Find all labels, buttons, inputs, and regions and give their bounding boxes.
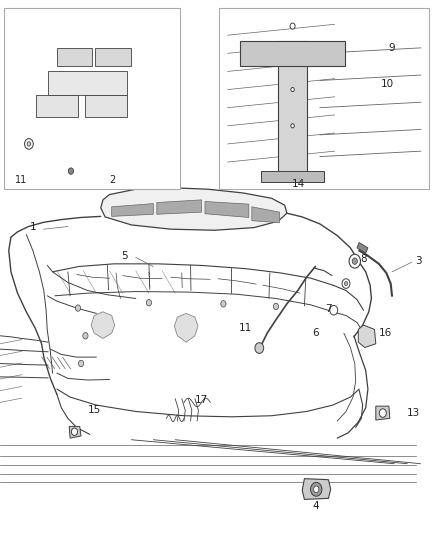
Polygon shape [101,188,287,230]
Circle shape [349,254,360,268]
Circle shape [273,303,279,310]
Text: 5: 5 [121,251,128,261]
Text: 3: 3 [415,256,422,266]
Circle shape [27,142,31,146]
Text: 9: 9 [388,43,395,53]
Text: 7: 7 [325,304,332,314]
Polygon shape [91,312,115,338]
Text: 16: 16 [379,328,392,338]
Text: 14: 14 [292,179,306,189]
Circle shape [290,23,295,29]
Circle shape [291,124,294,128]
Circle shape [344,281,348,286]
Polygon shape [261,171,324,182]
Text: 8: 8 [360,254,367,263]
Text: 11: 11 [15,175,27,185]
FancyBboxPatch shape [4,8,180,189]
Circle shape [379,409,386,417]
Text: 6: 6 [312,328,319,338]
Circle shape [68,168,74,174]
Circle shape [71,428,78,435]
Circle shape [83,333,88,339]
Polygon shape [302,479,331,499]
Polygon shape [69,426,81,438]
Polygon shape [358,325,376,348]
Circle shape [314,486,319,492]
Text: 17: 17 [195,395,208,405]
Text: 11: 11 [239,323,252,333]
Circle shape [75,305,81,311]
Polygon shape [36,95,78,117]
Polygon shape [112,204,153,216]
Circle shape [221,301,226,307]
Circle shape [25,139,33,149]
Polygon shape [252,207,279,223]
Polygon shape [85,95,127,117]
Circle shape [342,279,350,288]
Text: 1: 1 [29,222,36,231]
Polygon shape [376,406,390,420]
Text: 2: 2 [110,175,116,185]
FancyBboxPatch shape [219,8,429,189]
Text: 10: 10 [381,79,394,89]
Text: 4: 4 [312,502,319,511]
Polygon shape [240,41,345,66]
Polygon shape [95,48,131,66]
Polygon shape [278,41,307,175]
Circle shape [78,360,84,367]
Circle shape [330,305,338,315]
Polygon shape [357,243,368,253]
Text: 13: 13 [407,408,420,418]
Polygon shape [205,201,249,217]
Text: 15: 15 [88,406,101,415]
Circle shape [352,258,357,264]
Polygon shape [174,313,198,342]
Polygon shape [48,71,127,95]
Circle shape [146,300,152,306]
Circle shape [291,87,294,92]
Polygon shape [157,200,201,214]
Circle shape [255,343,264,353]
Circle shape [311,482,322,496]
Polygon shape [57,48,92,66]
